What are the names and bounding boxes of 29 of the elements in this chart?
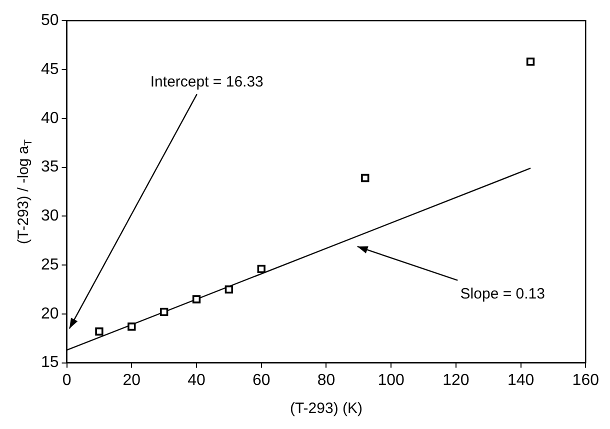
y-tick-label: 35 [41, 158, 59, 176]
x-tick-label: 0 [62, 372, 72, 389]
y-tick-label: 15 [41, 354, 59, 372]
y-tick-label: 25 [41, 256, 59, 274]
point [224, 285, 234, 294]
point [257, 264, 266, 274]
x-tick-label: 60 [252, 372, 270, 389]
y-tick-label: 50 [41, 12, 59, 30]
point [192, 295, 201, 304]
y-tick-label: 45 [41, 60, 59, 78]
x-axis-title: (T-293) (K) [290, 400, 362, 418]
y-tick-label: 30 [41, 208, 59, 225]
point [160, 308, 168, 316]
x-tick-label: 120 [442, 372, 470, 389]
point [361, 174, 370, 182]
annotation: Slope = 0.13 [460, 286, 545, 302]
point [128, 322, 136, 331]
y-tick-label: 40 [41, 110, 59, 127]
x-tick-label: 140 [507, 372, 534, 389]
x-tick-label: 100 [378, 372, 405, 389]
x-tick-label: 80 [317, 372, 336, 389]
y-axis-title: (T-293) / -log aT [15, 138, 34, 244]
x-tick-label: 20 [122, 372, 141, 389]
y-tick-label: 20 [41, 305, 59, 322]
x-tick-label: 160 [572, 372, 600, 389]
annotation: Intercept = 16.33 [150, 73, 264, 90]
x-tick-label: 40 [188, 372, 206, 389]
point [95, 327, 104, 336]
point [526, 58, 535, 66]
